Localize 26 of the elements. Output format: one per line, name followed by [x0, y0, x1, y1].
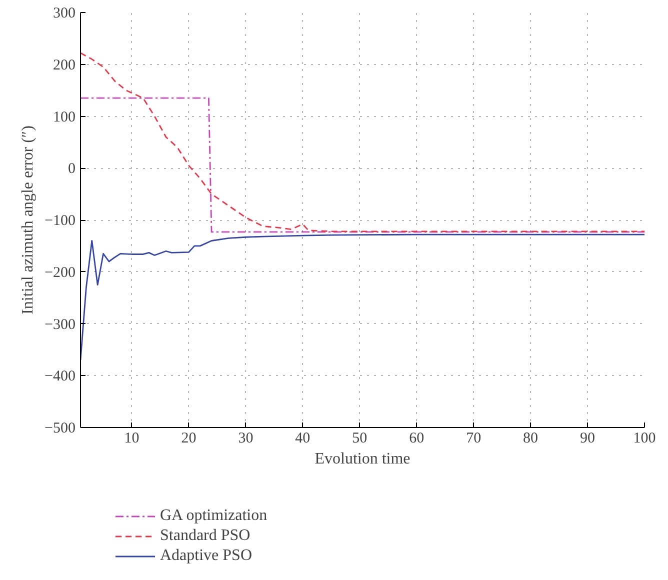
x-tick-label: 80 [523, 430, 538, 446]
y-tick-label: −300 [44, 316, 76, 333]
y-axis-title: Initial azimuth angle error (″) [20, 126, 37, 314]
legend-label: Standard PSO [160, 527, 250, 545]
legend-label: GA optimization [160, 507, 268, 525]
y-tick-label: −100 [44, 213, 76, 229]
x-tick-label: 20 [181, 430, 196, 446]
x-axis-title: Evolution time [314, 450, 410, 468]
y-tick-label: −500 [44, 420, 76, 436]
line-series [80, 52, 644, 232]
x-tick-label: 90 [580, 430, 596, 446]
x-tick-label: 70 [466, 430, 482, 446]
legend-label: Adaptive PSO [160, 547, 252, 565]
x-tick-label: 40 [295, 430, 310, 446]
y-tick-label: −400 [44, 368, 76, 385]
y-tick-label: −200 [44, 264, 76, 281]
line-series [80, 234, 644, 361]
y-tick-label: 0 [68, 161, 76, 178]
x-tick-label: 10 [124, 430, 140, 446]
y-tick-label: 100 [53, 109, 76, 126]
x-tick-label: 50 [352, 430, 368, 446]
y-tick-label: 200 [53, 57, 76, 74]
x-tick-label: 60 [409, 430, 424, 446]
y-tick-label: 300 [53, 6, 76, 22]
x-tick-label: 30 [238, 430, 254, 446]
x-tick-label: 100 [633, 430, 656, 446]
